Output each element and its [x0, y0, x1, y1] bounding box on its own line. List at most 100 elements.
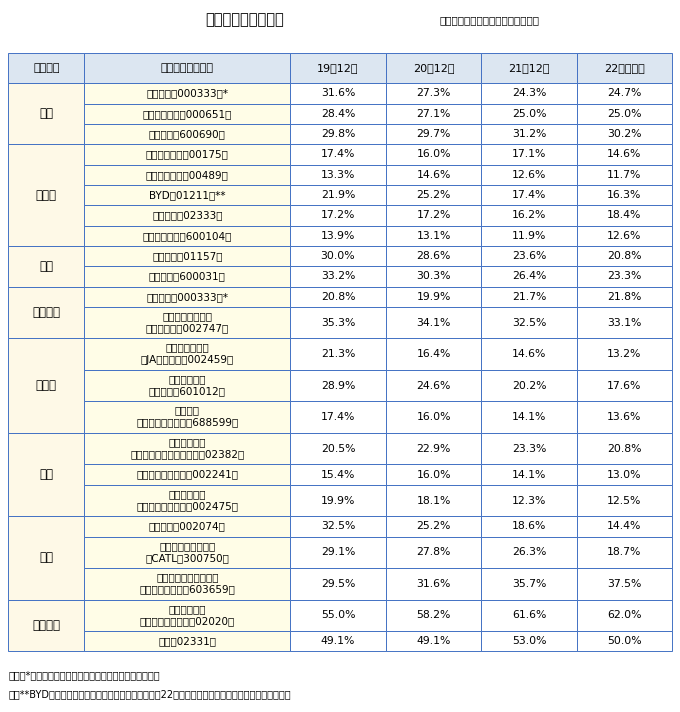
Text: 晶澳太陽能科技: 晶澳太陽能科技	[165, 342, 209, 352]
Bar	[481, 124, 577, 145]
Bar	[577, 185, 672, 205]
Text: （プータイライ、603659）: （プータイライ、603659）	[139, 585, 235, 595]
Text: 20.2%: 20.2%	[512, 381, 547, 391]
Bar	[386, 226, 481, 246]
Bar	[8, 338, 84, 433]
Bar	[386, 104, 481, 124]
Text: 25.0%: 25.0%	[607, 109, 642, 119]
Bar	[481, 205, 577, 226]
Bar	[481, 226, 577, 246]
Bar	[8, 246, 84, 287]
Bar	[481, 516, 577, 537]
Text: 家電: 家電	[39, 108, 53, 120]
Bar	[8, 600, 84, 651]
Text: 13.0%: 13.0%	[607, 470, 642, 480]
Bar	[386, 464, 481, 485]
Text: 35.7%: 35.7%	[512, 579, 546, 589]
Bar	[290, 537, 386, 568]
Bar	[481, 370, 577, 402]
Bar	[386, 164, 481, 185]
Bar	[577, 53, 672, 83]
Bar	[481, 266, 577, 287]
Bar	[290, 568, 386, 600]
Text: 16.0%: 16.0%	[416, 412, 451, 422]
Bar	[577, 246, 672, 266]
Bar	[577, 338, 672, 370]
Text: 50.0%: 50.0%	[607, 637, 642, 646]
Text: 16.4%: 16.4%	[416, 349, 451, 359]
Text: 28.6%: 28.6%	[416, 251, 451, 261]
Text: 立訊精密工業: 立訊精密工業	[169, 489, 206, 499]
Text: （注）*美的集団は家電部門とロボット部門に分けて集計: （注）*美的集団は家電部門とロボット部門に分けて集計	[8, 670, 160, 680]
Bar	[577, 104, 672, 124]
Text: （アンタスポーツ、02020）: （アンタスポーツ、02020）	[139, 616, 235, 626]
Text: 12.5%: 12.5%	[607, 496, 641, 506]
Text: 31.6%: 31.6%	[416, 579, 451, 589]
Text: 17.4%: 17.4%	[321, 412, 355, 422]
Bar	[8, 83, 84, 145]
Text: 三一重工（600031）: 三一重工（600031）	[149, 271, 226, 281]
Text: 21.3%: 21.3%	[321, 349, 355, 359]
Text: 15.4%: 15.4%	[321, 470, 355, 480]
Bar	[84, 464, 290, 485]
Bar	[481, 287, 577, 307]
Text: （エストン、002747）: （エストン、002747）	[146, 323, 229, 333]
Bar	[481, 246, 577, 266]
Text: 寧徳時代新能源科技: 寧徳時代新能源科技	[159, 540, 216, 550]
Bar	[290, 631, 386, 651]
Bar	[290, 266, 386, 287]
Bar	[386, 370, 481, 402]
Bar	[577, 485, 672, 516]
Text: 21年12期: 21年12期	[509, 63, 550, 73]
Text: 23.3%: 23.3%	[607, 271, 641, 281]
Text: 20.5%: 20.5%	[321, 444, 355, 454]
Bar	[290, 53, 386, 83]
Text: （JAソーラー、002459）: （JAソーラー、002459）	[141, 355, 234, 365]
Bar	[84, 266, 290, 287]
Bar	[577, 205, 672, 226]
Bar	[84, 226, 290, 246]
Text: 中聯重科（01157）: 中聯重科（01157）	[152, 251, 222, 261]
Text: 23.6%: 23.6%	[512, 251, 546, 261]
Bar	[84, 104, 290, 124]
Bar	[84, 124, 290, 145]
Bar	[290, 402, 386, 433]
Text: 17.4%: 17.4%	[512, 190, 546, 200]
Text: 33.1%: 33.1%	[607, 318, 641, 328]
Bar	[481, 537, 577, 568]
Text: 29.8%: 29.8%	[321, 129, 355, 139]
Text: 31.6%: 31.6%	[321, 88, 355, 98]
Text: 19.9%: 19.9%	[416, 292, 451, 302]
Bar	[84, 537, 290, 568]
Text: 海爾智家（600690）: 海爾智家（600690）	[149, 129, 226, 139]
Bar	[577, 464, 672, 485]
Bar	[8, 287, 84, 338]
Text: 49.1%: 49.1%	[321, 637, 355, 646]
Bar	[386, 516, 481, 537]
Text: 自動車: 自動車	[36, 189, 57, 201]
Bar	[84, 568, 290, 600]
Text: 珠海格力電器（000651）: 珠海格力電器（000651）	[143, 109, 232, 119]
Bar	[386, 600, 481, 631]
Text: 30.2%: 30.2%	[607, 129, 642, 139]
Text: 建機: 建機	[39, 260, 53, 273]
Text: 14.6%: 14.6%	[512, 349, 546, 359]
Bar	[481, 83, 577, 104]
Bar	[8, 433, 84, 516]
Bar	[84, 485, 290, 516]
Text: 12.6%: 12.6%	[512, 169, 546, 180]
Text: 18.4%: 18.4%	[607, 211, 641, 221]
Text: 23.3%: 23.3%	[512, 444, 546, 454]
Bar	[577, 631, 672, 651]
Bar	[577, 600, 672, 631]
Bar	[290, 307, 386, 338]
Text: 14.6%: 14.6%	[607, 150, 641, 159]
Text: 24.3%: 24.3%	[512, 88, 546, 98]
Text: 国軒高科（002074）: 国軒高科（002074）	[149, 521, 226, 531]
Text: 27.8%: 27.8%	[416, 548, 451, 557]
Text: 18.1%: 18.1%	[416, 496, 451, 506]
Bar	[84, 631, 290, 651]
Text: 16.0%: 16.0%	[416, 150, 451, 159]
Bar	[577, 226, 672, 246]
Text: 19年12期: 19年12期	[318, 63, 359, 73]
